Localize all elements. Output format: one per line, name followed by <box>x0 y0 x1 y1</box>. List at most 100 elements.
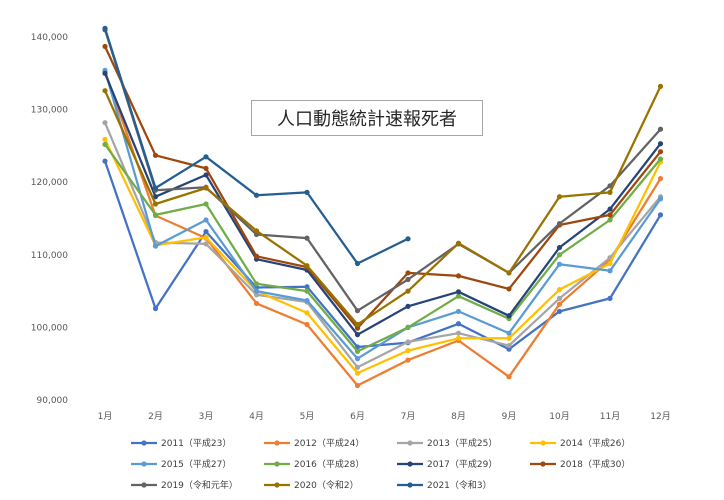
legend-item: 2014（平成26） <box>530 437 630 449</box>
series-7 <box>102 43 664 331</box>
data-point <box>455 240 462 246</box>
data-point <box>506 313 512 319</box>
y-tick-label: 90,000 <box>37 396 69 406</box>
series-line <box>103 69 662 387</box>
legend-label: 2021（令和3） <box>427 479 492 491</box>
legend-item: 2012（平成24） <box>264 437 364 449</box>
data-point <box>203 154 209 160</box>
data-point <box>102 70 108 76</box>
data-point <box>556 194 563 200</box>
data-point <box>455 321 462 327</box>
y-tick-label: 110,000 <box>31 251 68 261</box>
data-point <box>102 120 108 126</box>
data-point <box>607 268 613 274</box>
series-line <box>103 45 662 330</box>
data-point <box>253 281 260 287</box>
data-point <box>253 253 260 259</box>
legend-label: 2018（平成30） <box>560 458 630 470</box>
data-point <box>607 206 613 212</box>
legend-label: 2014（平成26） <box>560 437 630 449</box>
data-point <box>455 273 462 279</box>
data-point <box>253 300 260 307</box>
x-axis-ticks: 1月 2月 3月 4月 5月 6月 7月 8月 9月 10月 11月 12月 <box>98 411 671 422</box>
legend-item: 2016（平成28） <box>264 458 364 470</box>
data-point <box>203 165 209 172</box>
data-point <box>556 252 563 258</box>
data-point <box>506 346 512 352</box>
data-point <box>405 357 411 363</box>
data-point <box>102 158 108 164</box>
y-tick-label: 130,000 <box>31 106 68 116</box>
data-point <box>304 235 310 241</box>
data-point <box>556 261 563 267</box>
data-point <box>354 332 361 338</box>
x-tick-label: 8月 <box>451 411 466 422</box>
legend-item: 2019（令和元年） <box>131 479 238 491</box>
series-5 <box>102 141 664 354</box>
data-point <box>506 342 512 349</box>
data-point <box>607 212 613 218</box>
data-point <box>556 295 563 301</box>
data-point <box>556 220 563 227</box>
data-point <box>152 185 159 191</box>
data-point <box>203 241 209 247</box>
x-tick-label: 9月 <box>502 411 517 422</box>
legend-swatch-marker <box>141 461 147 467</box>
data-point <box>506 335 512 341</box>
data-point <box>405 348 411 354</box>
data-point <box>455 289 462 295</box>
data-point <box>405 324 411 330</box>
data-point <box>253 192 260 198</box>
x-tick-label: 4月 <box>249 411 264 422</box>
data-point <box>203 217 209 223</box>
chart-title: 人口動態統計速報死者 <box>251 100 483 136</box>
data-point <box>405 288 411 294</box>
data-point <box>354 260 361 267</box>
data-point <box>304 310 310 316</box>
series-8 <box>102 27 664 314</box>
data-point <box>354 382 361 389</box>
data-point <box>203 228 209 235</box>
data-point <box>556 301 563 307</box>
data-point <box>152 201 159 207</box>
data-point <box>607 295 613 301</box>
legend-swatch-marker <box>407 482 413 488</box>
legend-swatch-marker <box>274 440 280 446</box>
data-point <box>506 374 512 380</box>
x-tick-label: 7月 <box>401 411 416 422</box>
series-line <box>103 28 662 312</box>
data-point <box>657 175 664 182</box>
x-tick-label: 5月 <box>300 411 315 422</box>
data-point <box>657 83 664 89</box>
data-point <box>253 288 260 294</box>
data-point <box>607 217 613 223</box>
x-tick-label: 6月 <box>350 411 365 422</box>
data-point <box>506 330 512 336</box>
legend-label: 2013（平成25） <box>427 437 497 449</box>
series-line <box>103 72 662 336</box>
legend-item: 2013（平成25） <box>397 437 497 449</box>
x-tick-label: 1月 <box>98 411 113 422</box>
data-point <box>102 88 108 94</box>
y-tick-label: 140,000 <box>31 33 68 43</box>
legend-swatch-marker <box>407 440 413 446</box>
x-tick-label: 10月 <box>549 411 569 422</box>
legend-item: 2021（令和3） <box>397 479 492 491</box>
data-point <box>152 194 159 200</box>
data-point <box>556 287 563 293</box>
series-line <box>103 138 662 375</box>
data-point <box>304 189 310 195</box>
data-point <box>657 149 664 155</box>
series-line <box>103 121 662 369</box>
series-line <box>103 69 662 360</box>
x-tick-label: 11月 <box>600 411 620 422</box>
data-point <box>152 152 159 158</box>
y-axis-ticks: 90,000 100,000 110,000 120,000 130,000 140,00… <box>31 33 68 406</box>
data-point <box>304 297 310 304</box>
series-9 <box>102 83 664 328</box>
legend-item: 2020（令和2） <box>264 479 359 491</box>
data-point <box>102 136 108 142</box>
data-point <box>253 231 260 238</box>
data-point <box>405 236 411 242</box>
